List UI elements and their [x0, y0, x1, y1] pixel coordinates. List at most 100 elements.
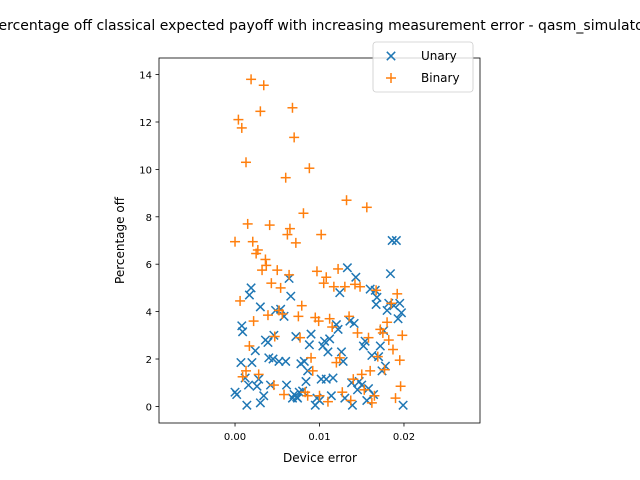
binary-point	[233, 114, 244, 125]
binary-point	[266, 278, 277, 289]
unary-point	[243, 380, 254, 390]
binary-point	[321, 272, 332, 283]
unary-point	[395, 298, 405, 309]
binary-point	[257, 265, 268, 276]
unary-point	[299, 356, 310, 367]
binary-point	[255, 106, 266, 117]
binary-point	[349, 279, 360, 290]
legend-label-binary: Binary	[421, 71, 460, 85]
binary-point	[295, 332, 306, 343]
binary-point	[327, 322, 338, 333]
binary-point	[386, 298, 397, 309]
data-marks	[230, 74, 408, 410]
unary-point	[328, 373, 338, 383]
binary-point	[289, 132, 300, 143]
binary-point	[298, 208, 309, 219]
y-tick-label: 14	[139, 71, 152, 82]
binary-point	[253, 369, 264, 380]
binary-point	[339, 281, 350, 292]
binary-point	[311, 266, 322, 277]
y-tick-label: 12	[139, 118, 152, 129]
x-axis-label: Device error	[283, 451, 357, 465]
binary-point	[324, 313, 335, 324]
unary-point	[304, 340, 315, 350]
binary-point	[293, 311, 304, 322]
binary-point	[348, 374, 359, 385]
unary-point	[242, 400, 252, 410]
y-axis: 0 2 4 6 8 10 12 14	[139, 71, 159, 413]
binary-point	[328, 281, 339, 292]
binary-point	[322, 396, 333, 407]
binary-point	[290, 237, 301, 248]
legend: Unary Binary	[372, 41, 474, 93]
unary-point	[268, 354, 278, 364]
binary-point	[306, 352, 317, 363]
binary-point	[313, 316, 324, 327]
binary-point	[304, 163, 315, 174]
unary-point	[255, 398, 266, 408]
unary-point	[269, 330, 279, 341]
binary-point	[371, 285, 382, 296]
binary-point	[365, 365, 376, 376]
binary-point	[372, 351, 383, 362]
unary-point	[380, 361, 391, 371]
unary-point	[347, 400, 358, 410]
binary-point	[246, 74, 257, 85]
x-tick-label: 0.02	[393, 432, 415, 443]
binary-point	[394, 355, 405, 366]
binary-point	[359, 384, 370, 395]
unary-point	[372, 292, 382, 303]
unary-point	[281, 380, 292, 390]
binary-point	[244, 340, 255, 351]
unary-point	[301, 376, 311, 387]
unary-point	[263, 337, 273, 348]
unary-point	[274, 356, 284, 367]
unary-point	[342, 263, 353, 273]
unary-point	[252, 381, 262, 391]
binary-point	[377, 327, 388, 338]
binary-point	[287, 102, 298, 113]
binary-point	[269, 331, 280, 342]
unary-point	[237, 327, 248, 337]
binary-point	[284, 223, 295, 234]
binary-point	[397, 330, 408, 341]
unary-point	[302, 366, 313, 376]
binary-point	[279, 389, 290, 400]
unary-point	[351, 272, 361, 282]
binary-point	[237, 371, 248, 382]
unary-point	[247, 357, 257, 368]
binary-point	[282, 229, 293, 240]
unary-point	[292, 393, 303, 403]
binary-point	[260, 254, 271, 265]
legend-marker-binary	[386, 73, 396, 83]
binary-point	[334, 352, 345, 363]
x-tick-label: 0.00	[224, 432, 246, 443]
x-tick-label: 0.01	[308, 432, 330, 443]
unary-point	[324, 334, 335, 344]
binary-point	[369, 390, 380, 401]
unary-point	[280, 356, 291, 367]
unary-point	[259, 391, 269, 401]
y-tick-label: 8	[146, 213, 152, 224]
unary-point	[385, 268, 396, 279]
binary-point	[258, 80, 269, 91]
unary-point	[246, 283, 256, 293]
unary-point	[387, 235, 397, 246]
unary-point	[336, 347, 347, 357]
binary-point	[302, 390, 313, 401]
binary-point	[277, 308, 288, 319]
binary-point	[248, 316, 259, 327]
binary-point	[230, 236, 241, 247]
binary-point	[337, 387, 348, 398]
unary-point	[244, 290, 255, 300]
binary-point	[395, 381, 406, 392]
unary-point	[250, 345, 261, 356]
binary-point	[241, 157, 252, 168]
legend-box	[372, 41, 474, 93]
binary-point	[363, 332, 374, 343]
unary-point	[286, 291, 296, 301]
plot-frame	[158, 57, 481, 424]
binary-point	[314, 390, 325, 401]
binary-point	[247, 236, 258, 247]
binary-point	[316, 229, 327, 240]
